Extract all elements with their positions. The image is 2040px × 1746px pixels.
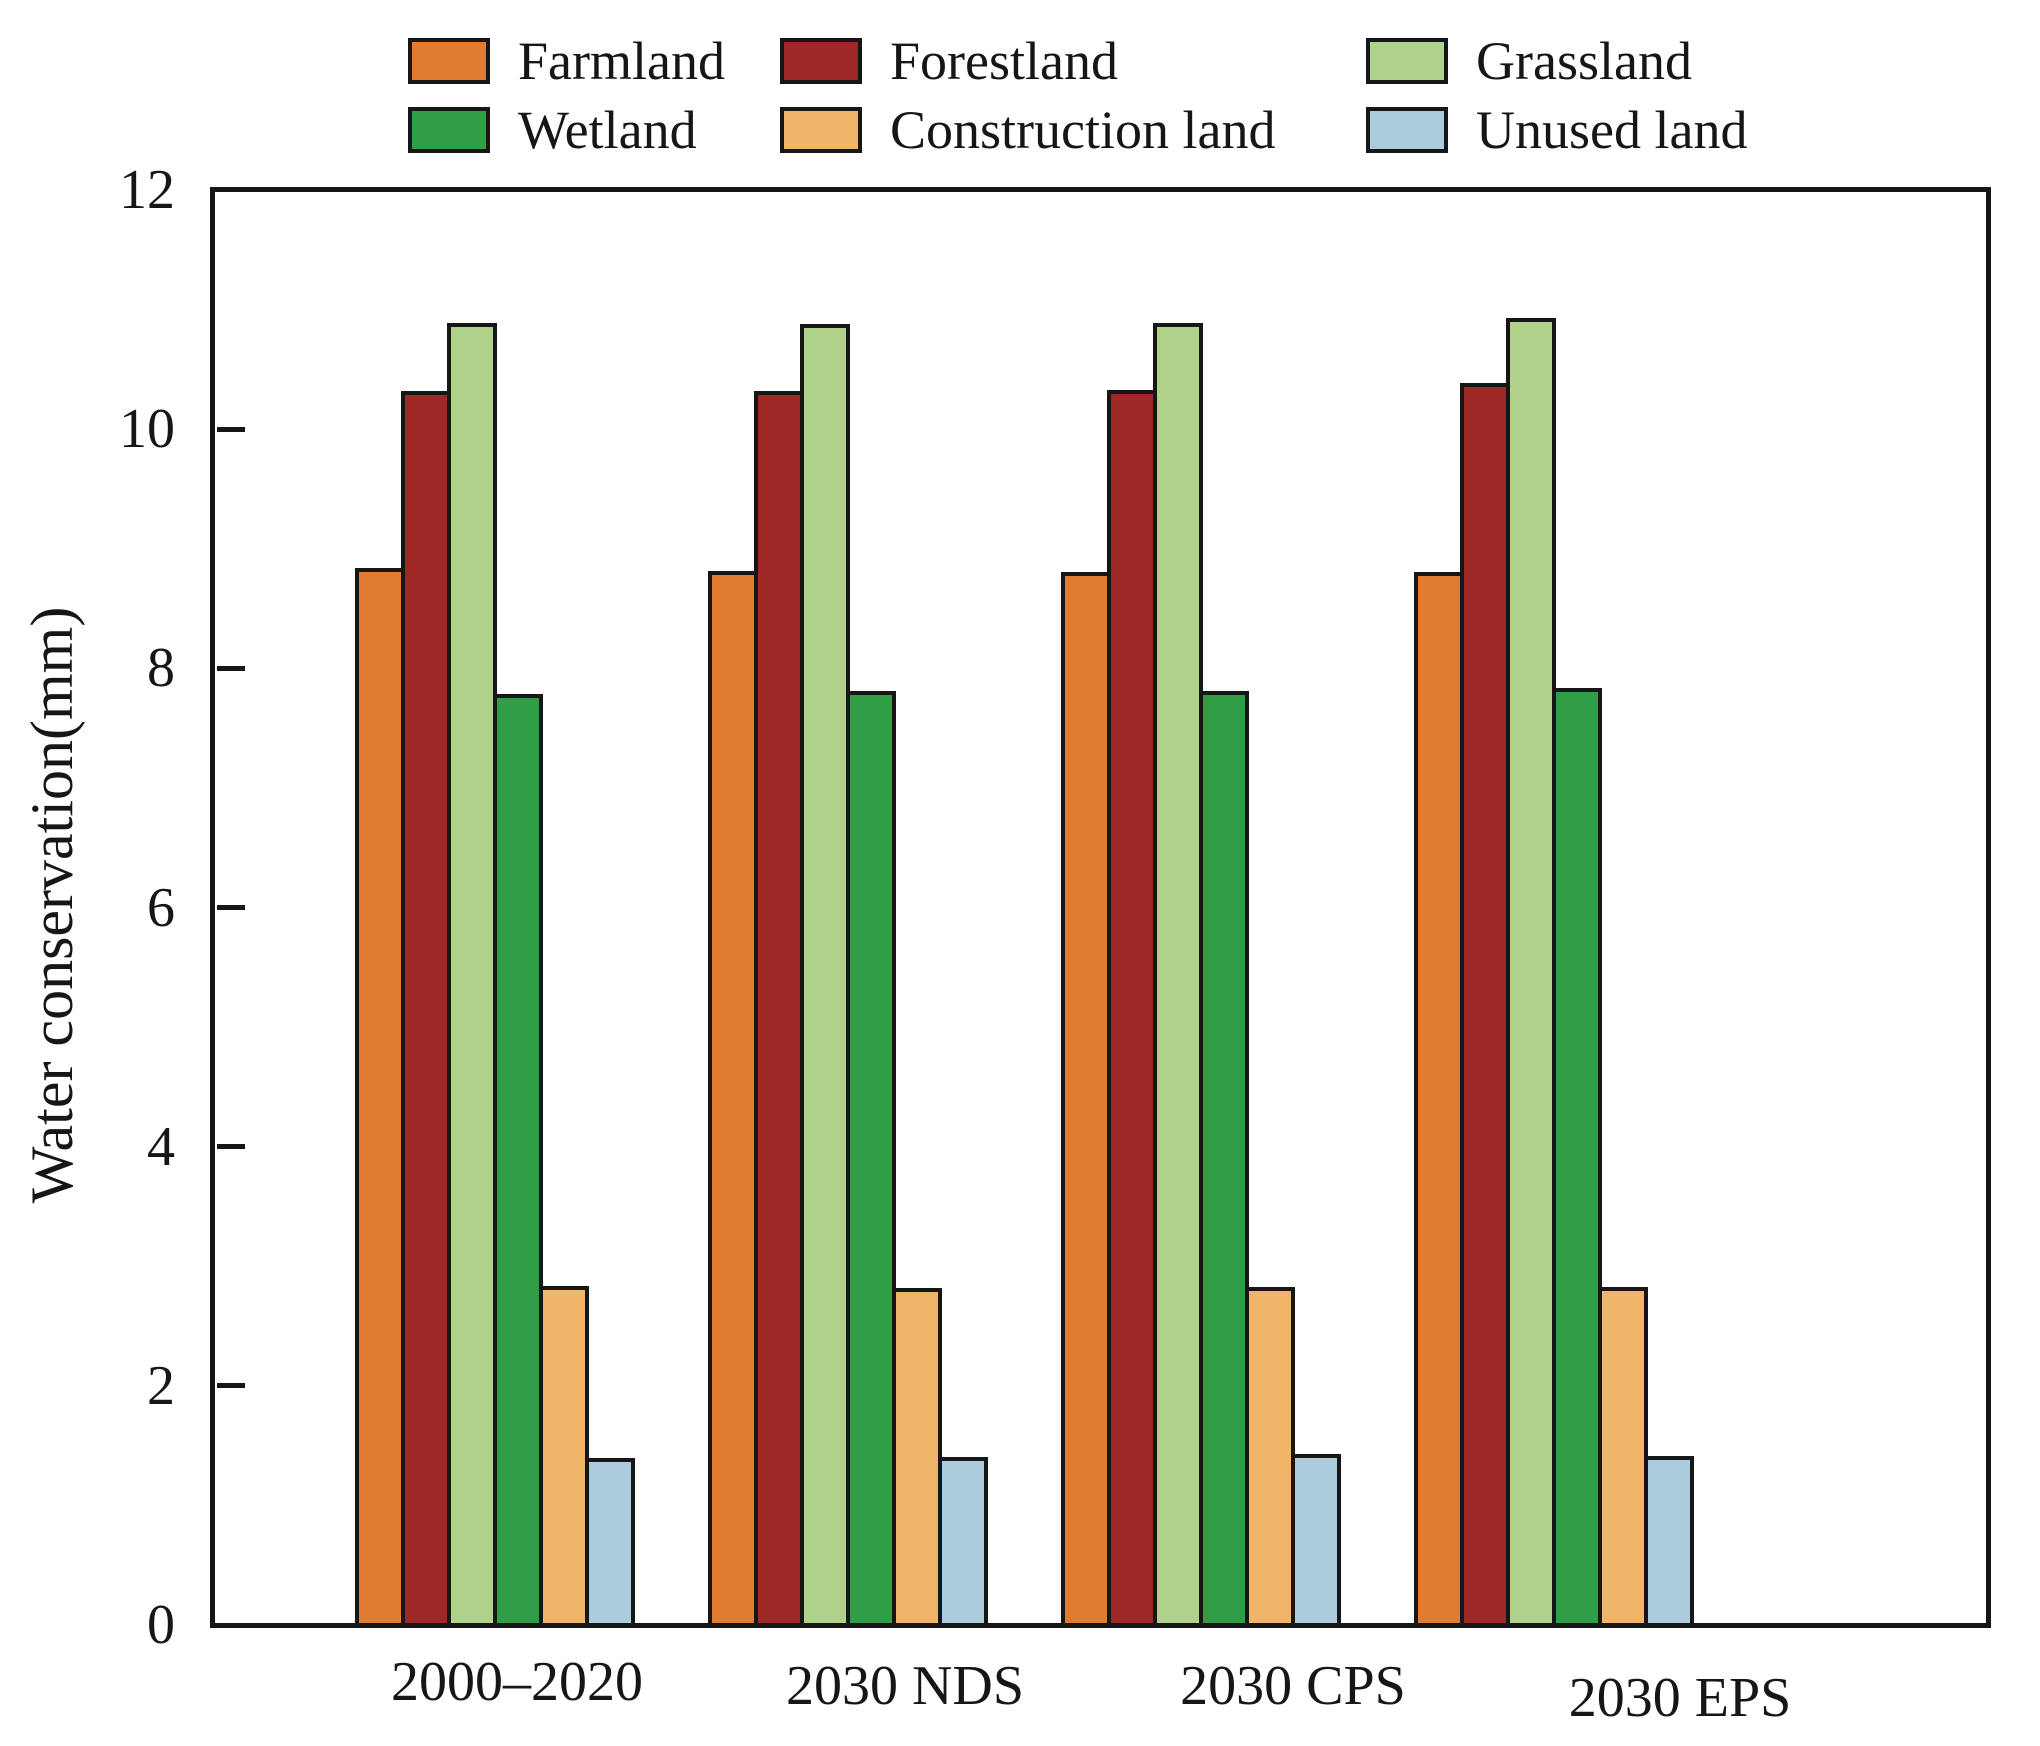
- bar-wetland-2030-cps: [1199, 691, 1249, 1627]
- bar-forestland-2000-2020: [401, 391, 451, 1627]
- legend-label-unused-land: Unused land: [1476, 100, 1748, 160]
- legend-swatch-construction-land: [780, 107, 862, 153]
- bar-farmland-2030-cps: [1061, 571, 1111, 1627]
- bar-forestland-2030-cps: [1107, 390, 1157, 1627]
- bar-farmland-2030-nds: [708, 570, 758, 1627]
- x-axis-label-2000-2020: 2000–2020: [391, 1651, 643, 1713]
- legend-item-unused-land: Unused land: [1366, 102, 1747, 158]
- y-axis-tick-4: [217, 1144, 245, 1150]
- y-axis-tick-8: [217, 665, 245, 671]
- bar-wetland-2000-2020: [493, 693, 543, 1627]
- y-axis-tick-label-8: 8: [147, 637, 175, 700]
- legend-item-construction-land: Construction land: [780, 102, 1275, 158]
- y-axis-tick-label-0: 0: [147, 1594, 175, 1656]
- bar-construction-land-2030-cps: [1245, 1286, 1295, 1627]
- y-axis-tick-label-6: 6: [147, 876, 175, 939]
- legend-item-grassland: Grassland: [1366, 33, 1692, 89]
- legend-swatch-grassland: [1366, 38, 1448, 84]
- y-axis-tick-label-2: 2: [147, 1354, 175, 1417]
- bar-unused-land-2030-nds: [938, 1456, 988, 1627]
- legend-item-farmland: Farmland: [408, 33, 725, 89]
- legend-label-construction-land: Construction land: [890, 100, 1276, 160]
- bar-grassland-2000-2020: [447, 323, 497, 1627]
- bar-construction-land-2000-2020: [539, 1285, 589, 1627]
- y-axis-tick-2: [217, 1383, 245, 1389]
- bar-construction-land-2030-nds: [892, 1288, 942, 1627]
- y-axis-tick-label-10: 10: [119, 398, 175, 461]
- bar-construction-land-2030-eps: [1598, 1286, 1648, 1627]
- x-axis-label-2030-eps: 2030 EPS: [1568, 1667, 1792, 1729]
- y-axis-tick-label-12: 12: [119, 159, 175, 221]
- bar-wetland-2030-eps: [1552, 687, 1602, 1627]
- bar-unused-land-2030-eps: [1644, 1455, 1694, 1627]
- bar-forestland-2030-eps: [1460, 382, 1510, 1627]
- legend-label-wetland: Wetland: [518, 100, 697, 160]
- x-axis-label-2030-cps: 2030 CPS: [1180, 1655, 1406, 1717]
- bar-grassland-2030-eps: [1506, 318, 1556, 1627]
- y-axis-tick-10: [217, 426, 245, 432]
- legend-item-wetland: Wetland: [408, 102, 697, 158]
- bar-farmland-2000-2020: [355, 568, 405, 1627]
- legend-label-forestland: Forestland: [890, 31, 1118, 91]
- x-axis-label-2030-nds: 2030 NDS: [785, 1655, 1025, 1717]
- bar-farmland-2030-eps: [1414, 571, 1464, 1627]
- legend-label-farmland: Farmland: [518, 31, 725, 91]
- legend-swatch-unused-land: [1366, 107, 1448, 153]
- bar-unused-land-2000-2020: [585, 1457, 635, 1627]
- legend-swatch-wetland: [408, 107, 490, 153]
- bar-forestland-2030-nds: [754, 391, 804, 1627]
- legend-label-grassland: Grassland: [1476, 31, 1692, 91]
- y-axis-tick-label-4: 4: [147, 1115, 175, 1178]
- legend-swatch-farmland: [408, 38, 490, 84]
- legend-swatch-forestland: [780, 38, 862, 84]
- legend-item-forestland: Forestland: [780, 33, 1118, 89]
- bar-grassland-2030-cps: [1153, 323, 1203, 1627]
- bar-grassland-2030-nds: [800, 324, 850, 1627]
- bar-wetland-2030-nds: [846, 691, 896, 1627]
- y-axis-tick-6: [217, 905, 245, 910]
- bar-unused-land-2030-cps: [1291, 1454, 1341, 1627]
